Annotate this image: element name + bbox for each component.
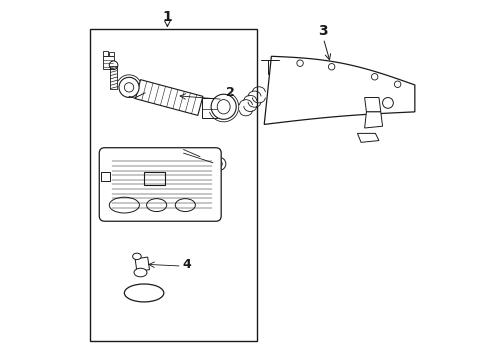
Polygon shape <box>109 51 113 56</box>
Ellipse shape <box>217 100 230 114</box>
Text: 3: 3 <box>318 24 327 38</box>
Bar <box>90 30 257 341</box>
Ellipse shape <box>109 61 118 69</box>
Text: 4: 4 <box>183 258 191 271</box>
Ellipse shape <box>124 284 163 302</box>
Polygon shape <box>135 257 149 271</box>
Ellipse shape <box>132 253 141 260</box>
Ellipse shape <box>175 199 195 212</box>
Polygon shape <box>264 56 414 125</box>
Polygon shape <box>135 80 203 116</box>
Ellipse shape <box>211 94 236 119</box>
Ellipse shape <box>119 77 139 98</box>
Ellipse shape <box>134 268 147 277</box>
Text: 1: 1 <box>162 10 172 24</box>
Polygon shape <box>101 172 110 181</box>
Text: 2: 2 <box>225 86 234 99</box>
Polygon shape <box>357 134 378 142</box>
Polygon shape <box>102 56 113 69</box>
Polygon shape <box>364 112 382 128</box>
Ellipse shape <box>109 197 139 213</box>
Ellipse shape <box>200 150 213 163</box>
Polygon shape <box>102 51 108 56</box>
FancyBboxPatch shape <box>99 148 221 221</box>
Ellipse shape <box>394 81 400 87</box>
Ellipse shape <box>203 154 209 159</box>
Ellipse shape <box>124 83 133 92</box>
Ellipse shape <box>216 161 222 167</box>
Bar <box>143 172 165 185</box>
Ellipse shape <box>382 98 392 108</box>
Ellipse shape <box>212 157 225 170</box>
Ellipse shape <box>296 60 303 66</box>
Polygon shape <box>364 98 380 112</box>
Bar <box>110 66 117 89</box>
Ellipse shape <box>146 199 166 212</box>
Polygon shape <box>202 98 216 117</box>
Ellipse shape <box>328 63 334 70</box>
Ellipse shape <box>371 73 377 80</box>
